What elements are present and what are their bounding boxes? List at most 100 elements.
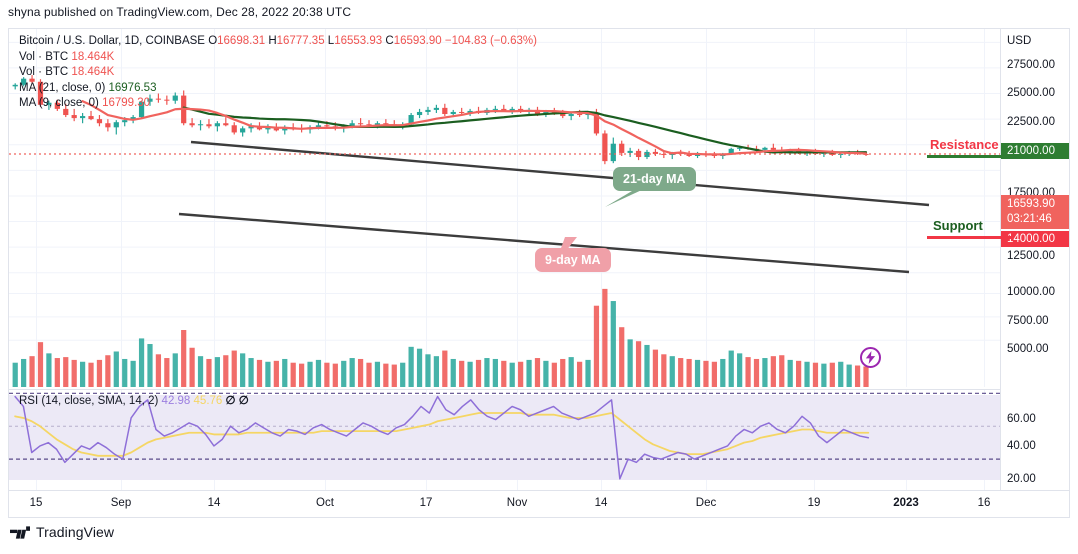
- legend-row-ma9[interactable]: MA (9, close, 0) 16799.30: [19, 96, 537, 112]
- volume-bar: [315, 359, 322, 387]
- rsi-background-band: [9, 395, 1001, 480]
- chart-legend[interactable]: Bitcoin / U.S. Dollar, 1D, COINBASE O166…: [19, 34, 537, 112]
- legend-low-label: L: [327, 35, 335, 47]
- tradingview-footer[interactable]: TradingView: [10, 524, 114, 540]
- candle-body: [467, 110, 473, 113]
- volume-bar: [79, 361, 86, 387]
- support-price-badge[interactable]: 14000.00: [1001, 231, 1069, 247]
- legend-row-symbol[interactable]: Bitcoin / U.S. Dollar, 1D, COINBASE O166…: [19, 34, 537, 50]
- volume-bar: [164, 358, 170, 387]
- volume-bar: [711, 361, 717, 387]
- vertical-gridline-4: [426, 283, 427, 387]
- volume-bar: [728, 350, 734, 387]
- price-tick-12500: 12500.00: [1007, 250, 1055, 262]
- trendline-upper-descending[interactable]: [190, 140, 930, 207]
- volume-bar: [231, 350, 237, 387]
- rsi-tick-40: 40.00: [1007, 440, 1036, 452]
- price-tick-5000: 5000.00: [1007, 343, 1049, 355]
- vertical-gridline-9: [906, 283, 907, 387]
- legend-ma21-value: 16976.53: [108, 81, 157, 94]
- time-scale[interactable]: 15 Sep 14 Oct 17 Nov 14 Dec 19 2023 16: [9, 490, 1069, 517]
- candle-body: [189, 123, 195, 126]
- time-tick-0: 15: [29, 497, 43, 509]
- volume-bar: [568, 357, 574, 387]
- volume-bar: [678, 358, 684, 387]
- trendline-lower-descending[interactable]: [178, 212, 910, 274]
- vertical-gridline-6: [601, 29, 602, 283]
- volume-bar: [635, 341, 642, 387]
- vertical-gridline-10: [984, 283, 985, 387]
- volume-bar: [753, 358, 760, 387]
- resistance-label[interactable]: Resistance: [930, 137, 999, 152]
- support-line[interactable]: [927, 236, 1011, 239]
- candle-body: [635, 150, 642, 158]
- candle-body: [450, 111, 456, 115]
- volume-bar: [593, 305, 600, 387]
- legend-row-volume-1[interactable]: Vol · BTC 18.464K: [19, 50, 537, 66]
- volume-bar: [332, 363, 338, 387]
- candle-body: [821, 152, 827, 154]
- price-pane[interactable]: [9, 29, 1001, 283]
- volume-bar: [54, 358, 60, 387]
- candle-body: [374, 123, 381, 126]
- chart-container[interactable]: RSI (14, close, SMA, 14, 2) 42.98 45.76 …: [8, 28, 1070, 518]
- volume-bar: [459, 360, 465, 387]
- lightning-bolt-icon[interactable]: [860, 347, 881, 368]
- volume-bar: [442, 350, 448, 387]
- volume-bar: [96, 359, 103, 387]
- candle-body: [172, 95, 178, 101]
- candle-body: [265, 127, 271, 130]
- candle-body: [459, 111, 465, 113]
- rsi-pane[interactable]: RSI (14, close, SMA, 14, 2) 42.98 45.76 …: [9, 389, 1001, 492]
- volume-pane[interactable]: [9, 283, 1001, 387]
- volume-bar: [37, 342, 44, 387]
- volume-bar: [661, 354, 667, 387]
- volume-bar: [366, 362, 372, 387]
- price-scale[interactable]: USD 27500.00 25000.00 22500.00 20000.00 …: [1000, 29, 1069, 491]
- candle-body: [686, 153, 692, 156]
- rsi-legend[interactable]: RSI (14, close, SMA, 14, 2) 42.98 45.76 …: [19, 393, 249, 407]
- candle-body: [711, 154, 717, 156]
- legend-row-volume-2[interactable]: Vol · BTC 18.464K: [19, 65, 537, 81]
- resistance-line[interactable]: [927, 155, 1011, 158]
- candle-body: [130, 117, 136, 121]
- time-tick-5: Nov: [506, 497, 528, 509]
- callout-9-day-ma[interactable]: 9-day MA: [535, 248, 611, 272]
- vertical-gridline-4: [426, 29, 427, 283]
- volume-bar: [46, 353, 52, 387]
- rsi-sma-line: [14, 412, 870, 457]
- candle-body: [113, 122, 119, 128]
- vertical-gridline-1: [121, 283, 122, 387]
- volume-bar: [492, 358, 498, 387]
- volume-bar: [63, 357, 69, 387]
- candle-body: [593, 112, 600, 134]
- volume-bar: [779, 355, 785, 387]
- candle-body: [652, 151, 659, 154]
- last-price-badge[interactable]: 16593.90 03:21:46: [1001, 195, 1069, 229]
- legend-volume-1-label: Vol · BTC: [19, 50, 69, 63]
- candle-body: [770, 147, 776, 150]
- legend-symbol-title: Bitcoin / U.S. Dollar, 1D, COINBASE: [19, 35, 205, 47]
- rsi-legend-value: 42.98: [161, 395, 191, 407]
- candle-body: [155, 98, 162, 100]
- tradingview-logo-icon: [10, 525, 30, 539]
- volume-bar: [88, 362, 94, 387]
- volume-bar: [349, 358, 355, 387]
- price-tick-25000: 25000.00: [1007, 87, 1055, 99]
- volume-bar: [408, 346, 414, 387]
- candle-body: [71, 115, 77, 119]
- legend-row-ma21[interactable]: MA (21, close, 0) 16976.53: [19, 81, 537, 97]
- candle-body: [425, 109, 431, 112]
- callout-21-day-ma[interactable]: 21-day MA: [613, 167, 696, 191]
- volume-bar: [12, 362, 18, 387]
- support-label[interactable]: Support: [933, 218, 983, 233]
- volume-bar: [484, 358, 490, 387]
- volume-bar: [29, 356, 35, 387]
- volume-bar: [576, 361, 583, 387]
- volume-bar: [720, 358, 726, 387]
- resistance-price-badge[interactable]: 21000.00: [1001, 143, 1069, 159]
- rsi-plot: [9, 392, 1001, 480]
- candle-body: [206, 124, 212, 127]
- rsi-line: [14, 395, 870, 480]
- volume-bar: [644, 344, 650, 387]
